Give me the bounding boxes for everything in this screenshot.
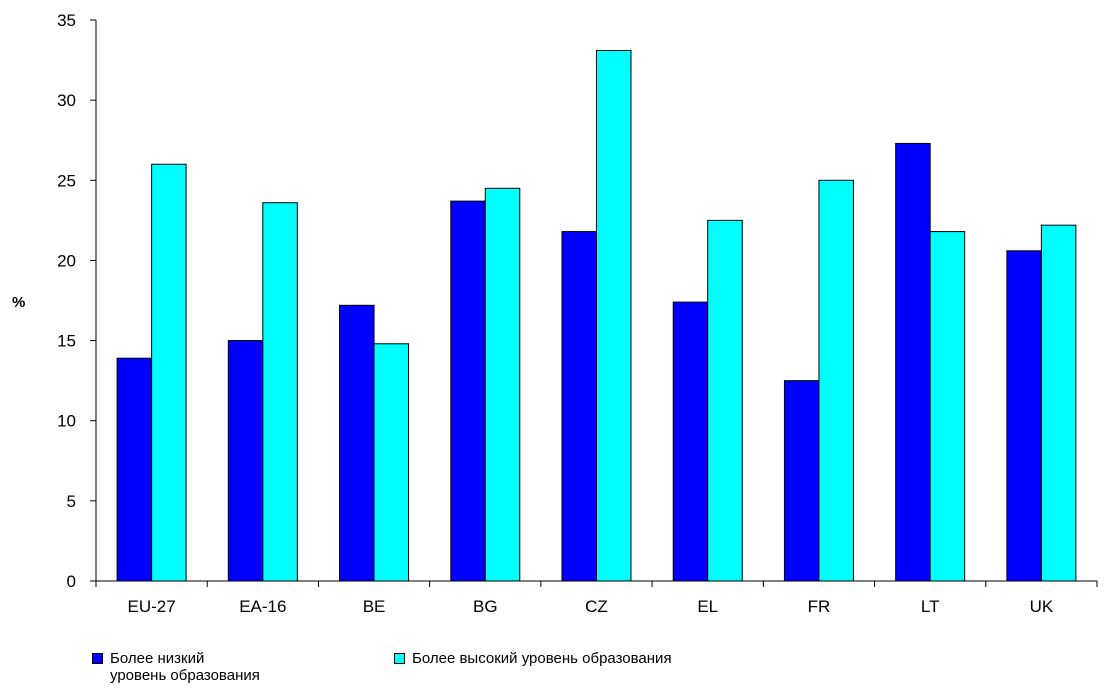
x-tick-label-cz: CZ	[585, 597, 608, 616]
bar-low-el	[673, 302, 708, 581]
y-axis: 0 5 10 15 20 25 30 35	[57, 11, 96, 591]
bar-low-be	[340, 305, 375, 581]
legend-label-low-line1: Более низкий	[110, 650, 204, 667]
bar-high-be	[374, 344, 409, 581]
legend-swatch-low	[92, 653, 103, 664]
bar-high-ea-16	[263, 203, 298, 581]
legend-label-low-line2: уровень образования	[110, 667, 260, 684]
legend-swatch-high	[394, 653, 405, 664]
bar-low-fr	[784, 381, 819, 581]
y-tick-label: 35	[57, 11, 76, 30]
bar-high-bg	[485, 188, 520, 581]
bar-low-bg	[451, 201, 486, 581]
bar-low-cz	[562, 232, 597, 581]
bar-high-el	[708, 220, 743, 581]
x-tick-label-fr: FR	[808, 597, 831, 616]
bar-high-uk	[1041, 225, 1076, 581]
y-tick-label: 30	[57, 91, 76, 110]
x-tick-label-el: EL	[697, 597, 718, 616]
bar-high-eu-27	[152, 164, 187, 581]
x-tick-label-eu-27: EU-27	[128, 597, 176, 616]
x-tick-label-uk: UK	[1030, 597, 1054, 616]
bar-low-eu-27	[117, 358, 152, 581]
y-tick-label: 25	[57, 171, 76, 190]
bar-high-cz	[597, 50, 632, 581]
legend-label-low: Более низкий уровень образования	[110, 650, 260, 684]
bar-high-lt	[930, 232, 965, 581]
bar-high-fr	[819, 180, 854, 581]
legend: Более низкий уровень образования Более в…	[92, 650, 1092, 689]
y-tick-label: 10	[57, 412, 76, 431]
y-tick-label: 5	[67, 492, 76, 511]
bar-low-lt	[896, 143, 931, 581]
bar-low-ea-16	[228, 341, 262, 581]
bars-group	[117, 50, 1076, 581]
y-axis-label: %	[12, 294, 25, 311]
bar-low-uk	[1007, 251, 1042, 581]
y-tick-label: 0	[67, 572, 76, 591]
y-tick-label: 15	[57, 332, 76, 351]
x-axis: EU-27 EA-16 BE BG CZ EL FR LT UK	[96, 581, 1097, 616]
x-tick-label-be: BE	[363, 597, 386, 616]
x-tick-label-ea-16: EA-16	[239, 597, 286, 616]
legend-label-high: Более высокий уровень образования	[412, 650, 672, 667]
x-tick-label-lt: LT	[921, 597, 940, 616]
y-tick-label: 20	[57, 251, 76, 270]
x-tick-label-bg: BG	[473, 597, 498, 616]
